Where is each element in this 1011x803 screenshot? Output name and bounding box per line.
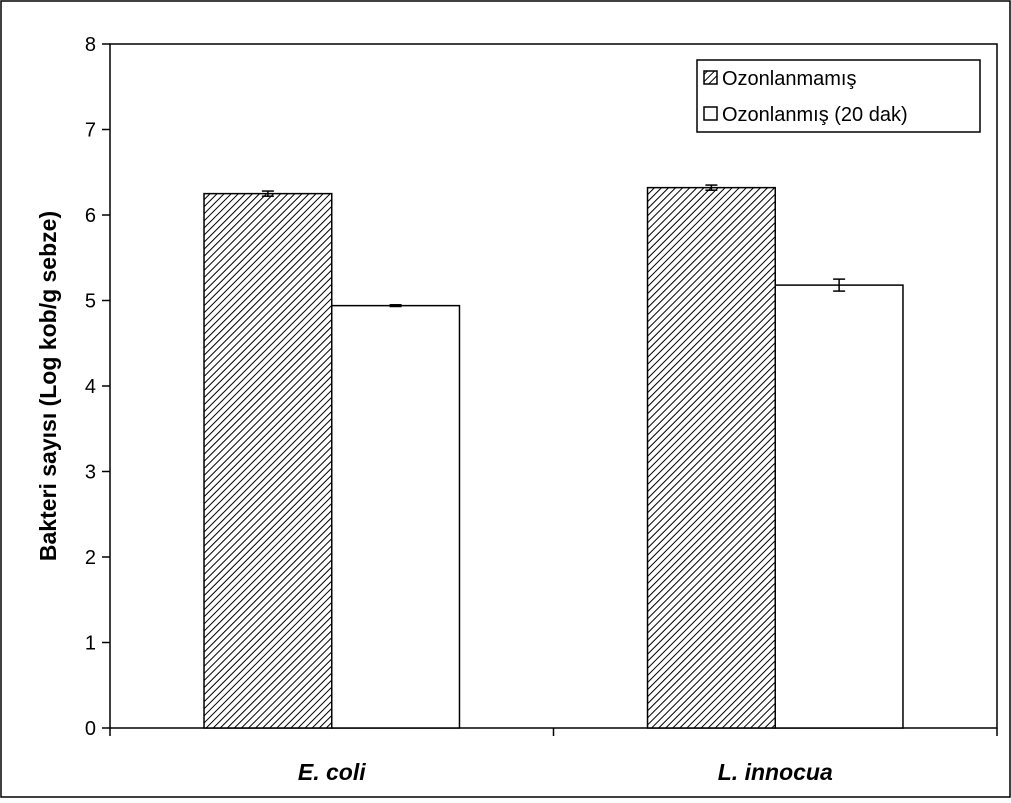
bars	[203, 184, 904, 729]
x-category-label: E. coli	[298, 759, 366, 785]
y-tick-label: 1	[85, 633, 96, 655]
legend-label: Ozonlanmamış	[722, 68, 857, 90]
legend: Ozonlanmamış Ozonlanmış (20 dak)	[696, 59, 981, 133]
x-axis: E. coli L. innocua	[109, 728, 998, 785]
y-tick-label: 8	[85, 34, 96, 56]
x-category-label: L. innocua	[718, 759, 833, 785]
legend-label: Ozonlanmış (20 dak)	[722, 104, 908, 126]
y-tick-label: 5	[85, 291, 96, 313]
legend-swatch	[703, 106, 718, 121]
y-tick-label: 3	[85, 462, 96, 484]
bar	[203, 192, 333, 729]
legend-swatch	[703, 70, 718, 85]
y-tick-label: 0	[85, 718, 96, 740]
y-axis: 0 1 2 3 4 5 6 7 8	[85, 34, 110, 740]
y-tick-label: 6	[85, 205, 96, 227]
y-tick-label: 7	[85, 120, 96, 142]
bar	[646, 186, 776, 729]
bar	[774, 284, 904, 729]
y-axis-label: Bakteri sayısı (Log kob/g sebze)	[35, 211, 61, 561]
bar	[331, 304, 461, 729]
y-tick-label: 2	[85, 547, 96, 569]
y-tick-label: 4	[85, 376, 96, 398]
legend-box	[696, 59, 981, 133]
